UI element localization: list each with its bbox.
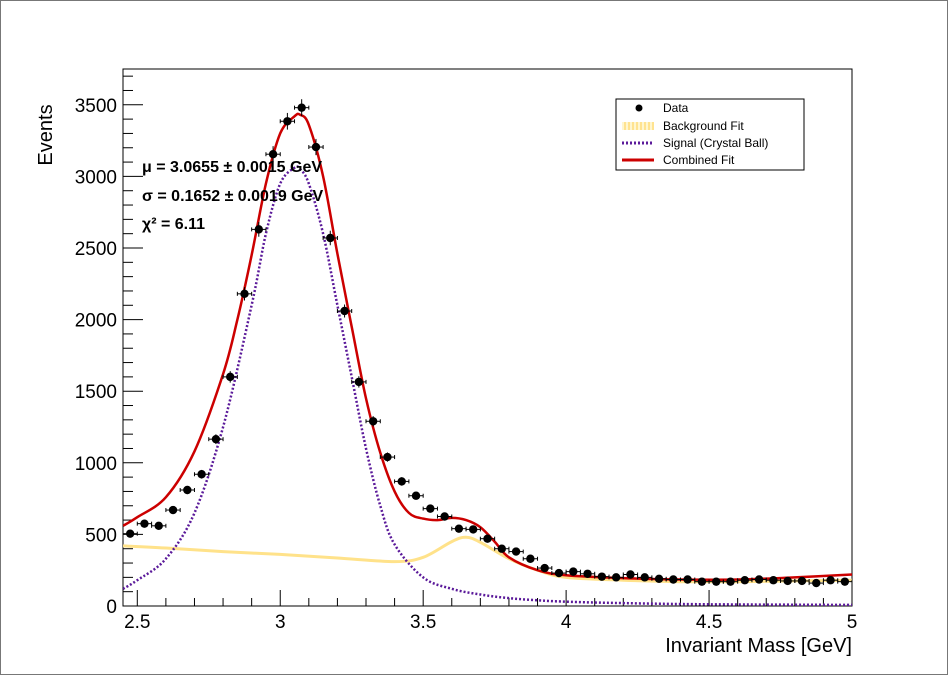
data-point xyxy=(522,554,539,563)
data-point xyxy=(222,371,238,383)
data-point xyxy=(722,577,739,586)
data-point xyxy=(465,525,481,534)
data-points xyxy=(122,99,853,588)
data-point xyxy=(436,512,453,521)
data-point xyxy=(322,230,338,246)
data-point xyxy=(279,112,296,130)
legend-data-label: Data xyxy=(663,101,689,115)
data-point xyxy=(665,575,681,584)
data-point xyxy=(751,575,767,584)
sigma-annotation: σ = 0.1652 ± 0.0019 GeV xyxy=(142,188,324,205)
x-tick-label: 4 xyxy=(561,612,572,633)
data-point xyxy=(394,477,410,486)
y-tick-label: 1000 xyxy=(75,454,117,475)
data-point xyxy=(451,524,467,533)
data-point xyxy=(508,547,524,556)
x-tick-label: 4.5 xyxy=(696,612,722,633)
combined-fit-curve xyxy=(123,112,852,581)
data-point xyxy=(794,576,810,586)
data-point xyxy=(265,146,281,163)
data-point xyxy=(151,521,167,531)
data-point xyxy=(408,491,424,500)
data-point xyxy=(351,376,367,388)
y-axis: 0 500 1000 1500 2000 2500 3000 3500 xyxy=(75,75,143,618)
data-point xyxy=(236,287,253,301)
y-tick-label: 3500 xyxy=(75,96,117,117)
data-point xyxy=(622,570,639,579)
data-point xyxy=(479,534,496,543)
x-axis: 2.5 3 3.5 4 4.5 5 xyxy=(124,590,857,633)
x-tick-label: 2.5 xyxy=(124,612,150,633)
data-point xyxy=(165,505,181,515)
data-point xyxy=(294,99,310,117)
data-point xyxy=(494,544,510,553)
data-point xyxy=(193,469,210,479)
legend-background-swatch xyxy=(622,122,654,130)
plot-area xyxy=(122,68,853,607)
y-tick-label: 2500 xyxy=(75,239,117,260)
data-point xyxy=(136,519,153,528)
data-point xyxy=(837,577,853,586)
data-point xyxy=(808,578,824,588)
data-point xyxy=(122,529,138,538)
data-point xyxy=(308,138,324,156)
y-tick-label: 1500 xyxy=(75,382,117,403)
data-point xyxy=(251,222,267,237)
data-point xyxy=(208,434,224,445)
y-tick-label: 500 xyxy=(85,525,117,546)
x-tick-label: 3 xyxy=(275,612,286,633)
data-point xyxy=(422,504,438,513)
y-tick-label: 2000 xyxy=(75,311,117,332)
data-point xyxy=(537,563,553,573)
y-tick-label: 0 xyxy=(106,597,117,618)
x-axis-title: Invariant Mass [GeV] xyxy=(665,635,852,657)
data-point xyxy=(365,416,381,427)
background-fit-curve xyxy=(123,535,852,584)
mu-annotation: μ = 3.0655 ± 0.0015 GeV xyxy=(142,159,322,176)
x-tick-label: 5 xyxy=(847,612,858,633)
legend-combined-label: Combined Fit xyxy=(663,153,735,167)
x-tick-label: 3.5 xyxy=(410,612,436,633)
legend: Data Background Fit Signal (Crystal Ball… xyxy=(615,98,805,171)
legend-data-marker xyxy=(635,104,643,112)
data-point xyxy=(565,567,581,576)
y-axis-title: Events xyxy=(35,104,57,165)
data-point xyxy=(780,576,796,586)
data-point xyxy=(379,452,396,462)
signal-fit-curve xyxy=(123,165,852,606)
legend-background-label: Background Fit xyxy=(663,119,744,133)
data-point xyxy=(179,485,195,495)
fit-annotations: μ = 3.0655 ± 0.0015 GeV σ = 0.1652 ± 0.0… xyxy=(142,159,324,233)
legend-signal-label: Signal (Crystal Ball) xyxy=(663,136,768,150)
data-point xyxy=(822,576,839,585)
data-point xyxy=(336,304,353,318)
y-tick-label: 3000 xyxy=(75,167,117,188)
chi2-annotation: χ² = 6.11 xyxy=(142,216,205,233)
data-point xyxy=(594,572,610,581)
legend-box xyxy=(615,98,805,171)
